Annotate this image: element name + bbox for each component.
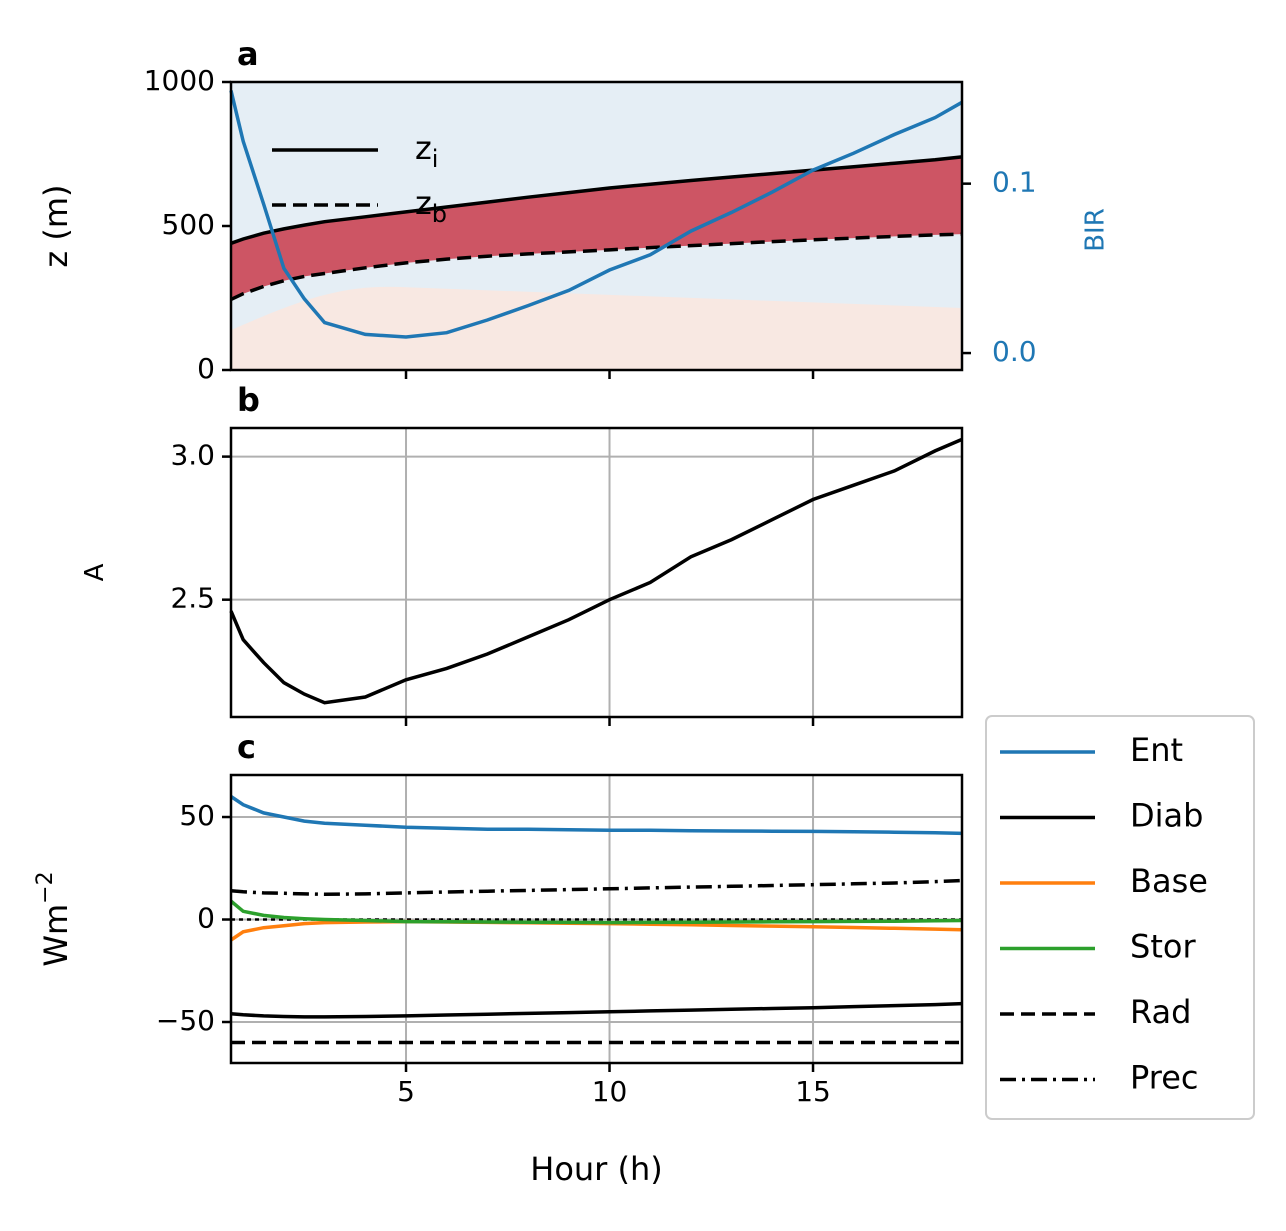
panel-label: c bbox=[237, 728, 256, 766]
y-axis-label: Wm−2 bbox=[33, 871, 75, 966]
series-line bbox=[230, 155, 963, 245]
legend-label: Prec bbox=[1130, 1059, 1198, 1097]
y-tick-label: 0 bbox=[197, 352, 215, 385]
y-tick-label: 0 bbox=[197, 902, 215, 935]
series-line bbox=[230, 232, 963, 301]
y2-tick-label: 0.0 bbox=[992, 335, 1037, 368]
y-axis-label-sup: −2 bbox=[33, 871, 58, 903]
y-axis-label: A bbox=[80, 563, 110, 581]
legend-label: Base bbox=[1130, 862, 1208, 900]
legend-sub: b bbox=[432, 200, 447, 228]
legend-name: z bbox=[415, 184, 432, 222]
y-tick-label: −50 bbox=[156, 1004, 215, 1037]
y-tick-label: 1000 bbox=[144, 64, 215, 97]
panel-label: a bbox=[237, 35, 259, 73]
y2-tick-label: 0.1 bbox=[992, 166, 1037, 199]
panel-label: b bbox=[237, 381, 260, 419]
y-axis-label-text: z (m) bbox=[37, 184, 75, 267]
y-axis-label-text: Wm bbox=[37, 904, 75, 967]
series-line bbox=[229, 437, 963, 705]
y-tick-label: 2.5 bbox=[170, 582, 215, 615]
y-axis-label: z (m) bbox=[37, 184, 75, 267]
y-tick-label: 500 bbox=[162, 208, 215, 241]
legend-name: z bbox=[415, 129, 432, 167]
plot-frame bbox=[229, 426, 964, 719]
y-tick-label: 3.0 bbox=[170, 439, 215, 472]
x-tick-label: 10 bbox=[592, 1075, 628, 1108]
legend-sub: i bbox=[432, 145, 439, 173]
x-tick-label: 15 bbox=[795, 1075, 831, 1108]
y-tick-label: 50 bbox=[179, 799, 215, 832]
series-line bbox=[230, 1001, 963, 1019]
layer-band bbox=[231, 156, 962, 300]
legend-label: Rad bbox=[1130, 993, 1191, 1031]
legend-label: Diab bbox=[1130, 797, 1203, 835]
series-line bbox=[230, 878, 963, 897]
legend-label: Stor bbox=[1130, 928, 1196, 966]
series-line bbox=[229, 90, 963, 339]
legend-box bbox=[985, 715, 1255, 1120]
series-line bbox=[230, 919, 963, 942]
y2-axis-label: BIR bbox=[1081, 208, 1111, 252]
y-axis-label-text: A bbox=[80, 563, 110, 581]
lower-shading bbox=[231, 286, 962, 370]
series-line bbox=[229, 899, 963, 925]
series-line bbox=[230, 795, 963, 836]
x-axis-label: Hour (h) bbox=[530, 1150, 663, 1188]
x-tick-label: 5 bbox=[397, 1075, 415, 1108]
legend-label: zi bbox=[415, 129, 438, 173]
legend-label: zb bbox=[415, 184, 447, 228]
legend-label: Ent bbox=[1130, 731, 1183, 769]
